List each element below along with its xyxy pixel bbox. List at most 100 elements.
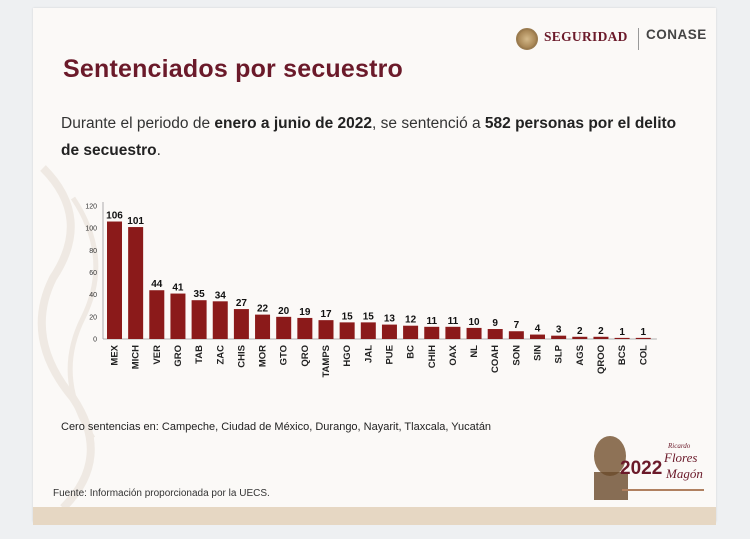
data-label-chis: 27: [236, 298, 248, 309]
bar-chih: [424, 326, 440, 339]
x-tick-label-jal: JAL: [363, 345, 374, 363]
x-tick-label-mor: MOR: [258, 345, 269, 367]
data-label-tab: 35: [194, 289, 206, 300]
summary-period: enero a junio de 2022: [214, 115, 373, 132]
emblem-year: 2022: [620, 458, 662, 479]
bar-zac: [212, 301, 228, 339]
bar-pue: [381, 324, 397, 339]
bar-ags: [572, 336, 588, 339]
x-tick-label-son: SON: [511, 345, 522, 366]
x-tick-label-col: COL: [638, 345, 649, 365]
bar-bc: [403, 325, 419, 339]
slide: SEGURIDAD CONASE Sentenciados por secues…: [33, 8, 716, 522]
data-label-oax: 11: [448, 316, 459, 327]
bar-qro: [297, 317, 313, 339]
data-label-ver: 44: [151, 279, 163, 290]
bar-gro: [170, 293, 186, 339]
x-tick-label-ags: AGS: [575, 345, 586, 366]
x-tick-label-qroo: QROO: [596, 345, 607, 374]
x-tick-label-gro: GRO: [173, 345, 184, 367]
summary-part3: .: [156, 142, 161, 159]
seguridad-logo-text: SEGURIDAD: [544, 28, 628, 44]
zero-sentences-note: Cero sentencias en: Campeche, Ciudad de …: [61, 421, 492, 433]
seguridad-logo: SEGURIDAD: [516, 24, 628, 54]
bar-tamps: [318, 320, 334, 339]
x-tick-label-bcs: BCS: [617, 345, 628, 365]
data-label-son: 7: [514, 320, 520, 331]
emblem-text3: Magón: [665, 466, 703, 481]
bar-chis: [233, 309, 249, 339]
x-tick-label-tab: TAB: [194, 345, 205, 364]
data-label-mich: 101: [127, 216, 144, 227]
data-label-jal: 15: [363, 311, 375, 322]
bar-hgo: [339, 322, 355, 339]
data-label-nl: 10: [468, 317, 480, 328]
x-tick-label-qro: QRO: [300, 345, 311, 367]
x-tick-label-hgo: HGO: [342, 345, 353, 367]
data-label-bcs: 1: [619, 327, 625, 338]
data-label-coah: 9: [492, 318, 498, 329]
x-tick-label-bc: BC: [406, 345, 417, 359]
bar-ver: [149, 290, 165, 339]
y-tick-label: 40: [89, 292, 97, 299]
data-label-bc: 12: [405, 315, 417, 326]
data-label-ags: 2: [577, 326, 583, 337]
emblem-text1: Ricardo: [667, 442, 691, 450]
y-tick-label: 60: [89, 270, 97, 277]
x-tick-label-slp: SLP: [554, 344, 565, 363]
summary-part1: Durante el periodo de: [61, 115, 215, 132]
x-tick-label-mex: MEX: [110, 344, 121, 365]
bar-gto: [276, 316, 292, 339]
bar-son: [508, 331, 524, 339]
x-tick-label-oax: OAX: [448, 344, 459, 365]
data-label-sin: 4: [535, 324, 541, 335]
x-tick-label-chih: CHIH: [427, 345, 438, 368]
data-label-gto: 20: [278, 306, 290, 317]
bar-oax: [445, 326, 461, 339]
data-label-mex: 106: [106, 211, 123, 222]
x-tick-label-zac: ZAC: [215, 345, 226, 365]
x-tick-label-gto: GTO: [279, 345, 290, 365]
x-tick-label-tamps: TAMPS: [321, 345, 332, 378]
data-label-chih: 11: [426, 316, 437, 327]
data-label-slp: 3: [556, 325, 562, 336]
data-label-qroo: 2: [598, 326, 604, 337]
bar-coah: [487, 329, 503, 339]
summary-text: Durante el periodo de enero a junio de 2…: [61, 110, 681, 164]
x-tick-label-pue: PUE: [384, 345, 395, 365]
summary-part2: , se sentenció a: [372, 115, 485, 132]
summary-total: 582 personas por el delito de secuestro: [61, 115, 677, 159]
bar-qroo: [593, 336, 609, 339]
logo-separator: [638, 28, 639, 50]
emblem-2022-ricardo-flores-magon: 2022 Ricardo Flores Magón: [594, 436, 704, 500]
bar-slp: [551, 335, 567, 339]
x-tick-label-ver: VER: [152, 345, 163, 365]
bar-mich: [128, 227, 144, 339]
data-label-zac: 34: [215, 290, 227, 301]
bar-bcs: [614, 337, 630, 339]
data-label-gro: 41: [172, 283, 184, 294]
x-tick-label-sin: SIN: [533, 345, 544, 361]
bar-sin: [530, 334, 545, 339]
y-tick-label: 0: [93, 337, 97, 344]
bottom-band: [33, 507, 716, 525]
x-tick-label-mich: MICH: [131, 345, 142, 369]
decorative-pattern: [37, 165, 99, 511]
y-tick-label: 120: [85, 204, 97, 211]
seal-icon: [516, 28, 538, 50]
data-label-tamps: 17: [320, 309, 332, 320]
bar-mex: [107, 221, 122, 339]
bar-tab: [191, 300, 207, 339]
bar-chart: 020406080100120106MEX101MICH44VER41GRO35…: [85, 202, 657, 378]
data-label-mor: 22: [257, 304, 269, 315]
conase-logo: CONASE: [646, 28, 707, 46]
y-tick-label: 20: [89, 314, 97, 321]
data-label-qro: 19: [299, 307, 311, 318]
x-tick-label-nl: NL: [469, 345, 480, 358]
data-label-hgo: 15: [342, 311, 354, 322]
source-note: Fuente: Información proporcionada por la…: [53, 488, 270, 499]
data-label-pue: 13: [384, 314, 396, 325]
y-tick-label: 80: [89, 248, 97, 255]
bar-jal: [360, 322, 376, 339]
y-tick-label: 100: [85, 226, 97, 233]
